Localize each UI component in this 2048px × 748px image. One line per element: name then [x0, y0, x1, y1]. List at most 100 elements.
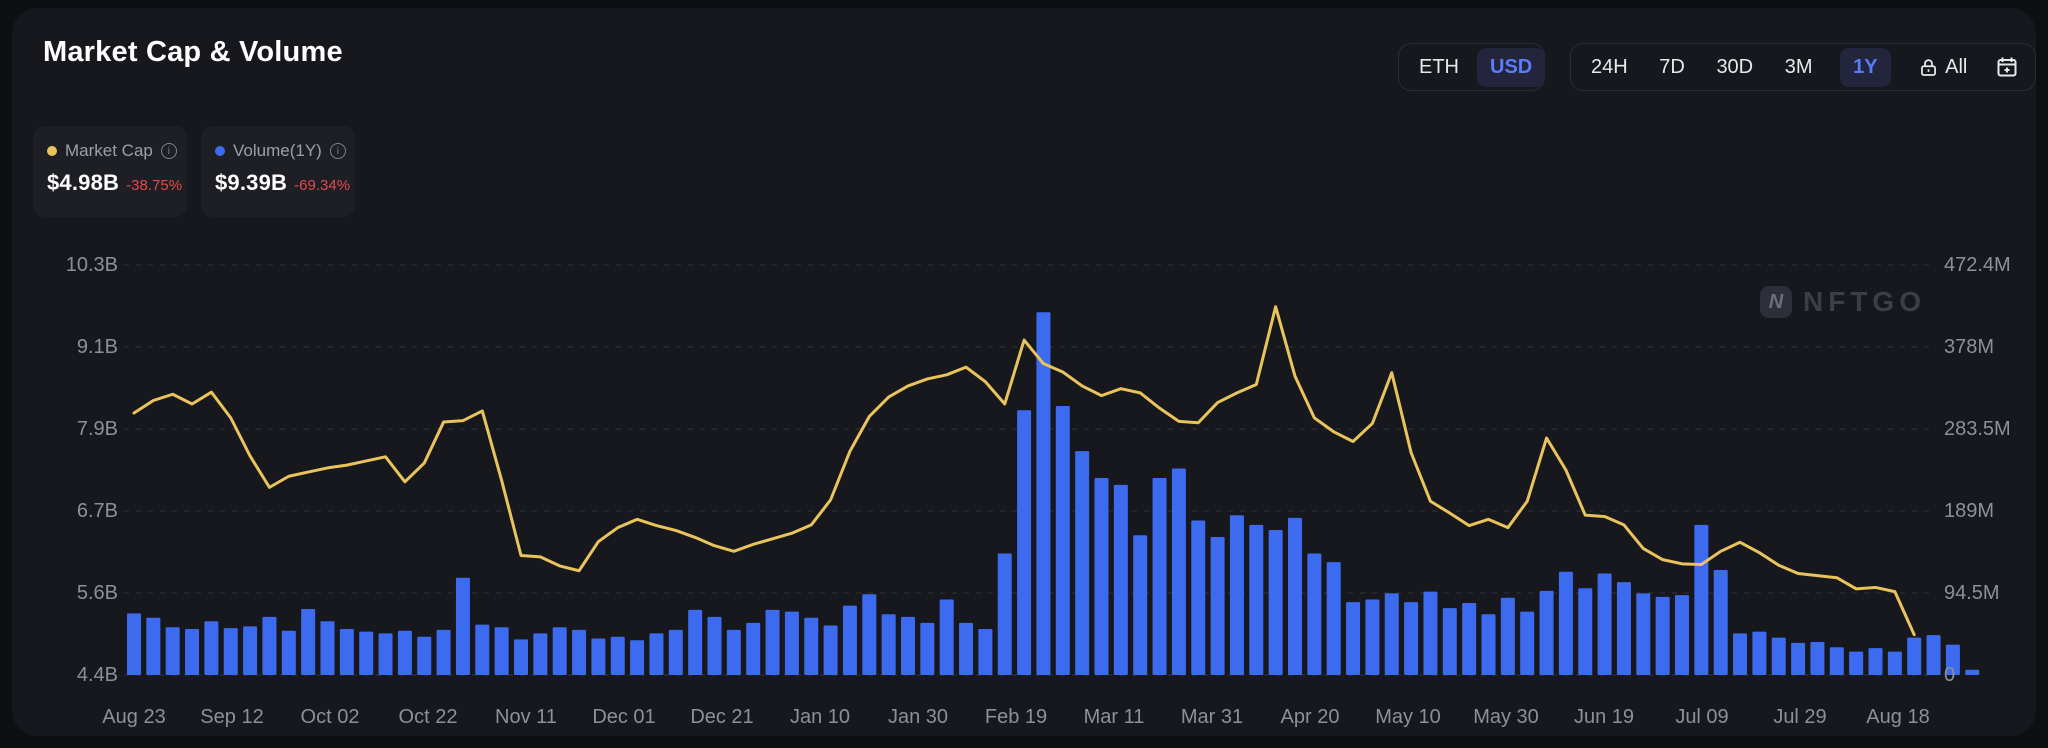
info-icon[interactable]: i	[160, 143, 177, 159]
volume-bar[interactable]	[1829, 647, 1844, 675]
volume-bar[interactable]	[1578, 588, 1593, 675]
volume-bar[interactable]	[1442, 608, 1457, 675]
volume-bar[interactable]	[1462, 602, 1477, 675]
volume-bar[interactable]	[1152, 477, 1167, 675]
range-option-3m[interactable]: 3M	[1781, 50, 1817, 85]
volume-bar[interactable]	[397, 630, 412, 675]
volume-bar[interactable]	[1810, 642, 1825, 675]
volume-bar[interactable]	[1326, 562, 1341, 675]
volume-bar[interactable]	[668, 629, 683, 675]
volume-bar[interactable]	[1597, 573, 1612, 675]
volume-bar[interactable]	[1404, 602, 1419, 675]
volume-bar[interactable]	[862, 594, 877, 675]
volume-bar[interactable]	[1791, 642, 1806, 675]
volume-bar[interactable]	[1655, 596, 1670, 675]
volume-bar[interactable]	[1868, 648, 1883, 675]
volume-bar[interactable]	[1249, 524, 1264, 675]
volume-bar[interactable]	[1017, 410, 1032, 675]
legend-card-market-cap[interactable]: Market Cap i $4.98B -38.75%	[33, 126, 187, 217]
volume-bar[interactable]	[1055, 405, 1070, 675]
volume-bar[interactable]	[262, 616, 277, 675]
volume-bar[interactable]	[320, 621, 335, 675]
volume-bar[interactable]	[204, 621, 219, 675]
volume-bar[interactable]	[1384, 593, 1399, 675]
currency-option-usd[interactable]: USD	[1477, 47, 1546, 87]
volume-bar[interactable]	[165, 627, 180, 675]
volume-bar[interactable]	[823, 625, 838, 675]
volume-bar[interactable]	[1907, 637, 1922, 675]
volume-bar[interactable]	[455, 577, 470, 675]
volume-bar[interactable]	[1616, 582, 1631, 675]
legend-card-volume[interactable]: Volume(1Y) i $9.39B -69.34%	[201, 126, 355, 217]
volume-bar[interactable]	[1423, 591, 1438, 675]
volume-bar[interactable]	[939, 599, 954, 675]
volume-bar[interactable]	[1636, 593, 1651, 675]
volume-bar[interactable]	[185, 629, 200, 675]
volume-bar[interactable]	[1675, 595, 1689, 675]
volume-bar[interactable]	[339, 629, 354, 675]
volume-bar[interactable]	[1288, 517, 1302, 675]
volume-bar[interactable]	[378, 633, 393, 675]
volume-bar[interactable]	[572, 629, 587, 675]
volume-bar[interactable]	[1539, 590, 1554, 675]
volume-bar[interactable]	[127, 613, 141, 675]
volume-bar[interactable]	[842, 605, 857, 675]
volume-bar[interactable]	[533, 633, 548, 675]
volume-bar[interactable]	[1558, 571, 1573, 675]
volume-bar[interactable]	[1075, 451, 1090, 675]
volume-bar[interactable]	[301, 609, 316, 675]
volume-bar[interactable]	[920, 622, 935, 675]
volume-bar[interactable]	[1365, 599, 1380, 675]
volume-bar[interactable]	[881, 614, 896, 675]
volume-bar[interactable]	[1849, 651, 1864, 675]
volume-bar[interactable]	[765, 609, 780, 675]
calendar-picker-button[interactable]	[1995, 55, 2019, 79]
volume-bar[interactable]	[417, 636, 432, 675]
volume-bar[interactable]	[804, 617, 819, 675]
volume-bar[interactable]	[1229, 515, 1244, 675]
volume-bar[interactable]	[1210, 537, 1225, 675]
volume-bar[interactable]	[475, 624, 490, 675]
volume-bar[interactable]	[1694, 524, 1709, 675]
volume-bar[interactable]	[514, 639, 528, 675]
market-cap-line[interactable]	[132, 305, 1916, 637]
volume-bar[interactable]	[649, 633, 664, 675]
range-option-30d[interactable]: 30D	[1712, 50, 1757, 85]
volume-bar[interactable]	[1733, 633, 1748, 675]
currency-option-eth[interactable]: ETH	[1415, 50, 1463, 85]
volume-bar[interactable]	[1771, 637, 1786, 675]
volume-bar[interactable]	[1752, 631, 1767, 675]
volume-bar[interactable]	[1346, 602, 1361, 675]
volume-bar[interactable]	[1171, 468, 1186, 675]
volume-bar[interactable]	[959, 622, 974, 675]
volume-bar[interactable]	[552, 627, 567, 675]
volume-bar[interactable]	[1268, 530, 1283, 675]
volume-bar[interactable]	[726, 629, 741, 675]
volume-bar[interactable]	[281, 630, 296, 675]
volume-bar[interactable]	[1094, 477, 1109, 675]
volume-bar[interactable]	[707, 616, 722, 675]
volume-bar[interactable]	[146, 617, 161, 675]
volume-bar[interactable]	[436, 629, 451, 675]
volume-bar[interactable]	[610, 636, 625, 675]
volume-bar[interactable]	[223, 628, 238, 675]
volume-bar[interactable]	[1713, 569, 1728, 675]
volume-bar[interactable]	[746, 622, 761, 675]
volume-bar[interactable]	[901, 616, 915, 675]
info-icon[interactable]: i	[329, 143, 346, 159]
range-option-24h[interactable]: 24H	[1587, 50, 1632, 85]
volume-bar[interactable]	[1500, 597, 1515, 675]
volume-bar[interactable]	[243, 626, 258, 675]
volume-bar[interactable]	[359, 631, 374, 675]
volume-bar[interactable]	[784, 611, 799, 675]
range-option-7d[interactable]: 7D	[1655, 50, 1689, 85]
range-option-1y[interactable]: 1Y	[1840, 47, 1891, 87]
volume-bar[interactable]	[688, 609, 703, 675]
volume-bar[interactable]	[1945, 644, 1960, 675]
volume-bar[interactable]	[1520, 611, 1535, 675]
volume-bar[interactable]	[1133, 535, 1148, 675]
volume-bar[interactable]	[591, 638, 606, 675]
volume-bar[interactable]	[1307, 553, 1322, 675]
